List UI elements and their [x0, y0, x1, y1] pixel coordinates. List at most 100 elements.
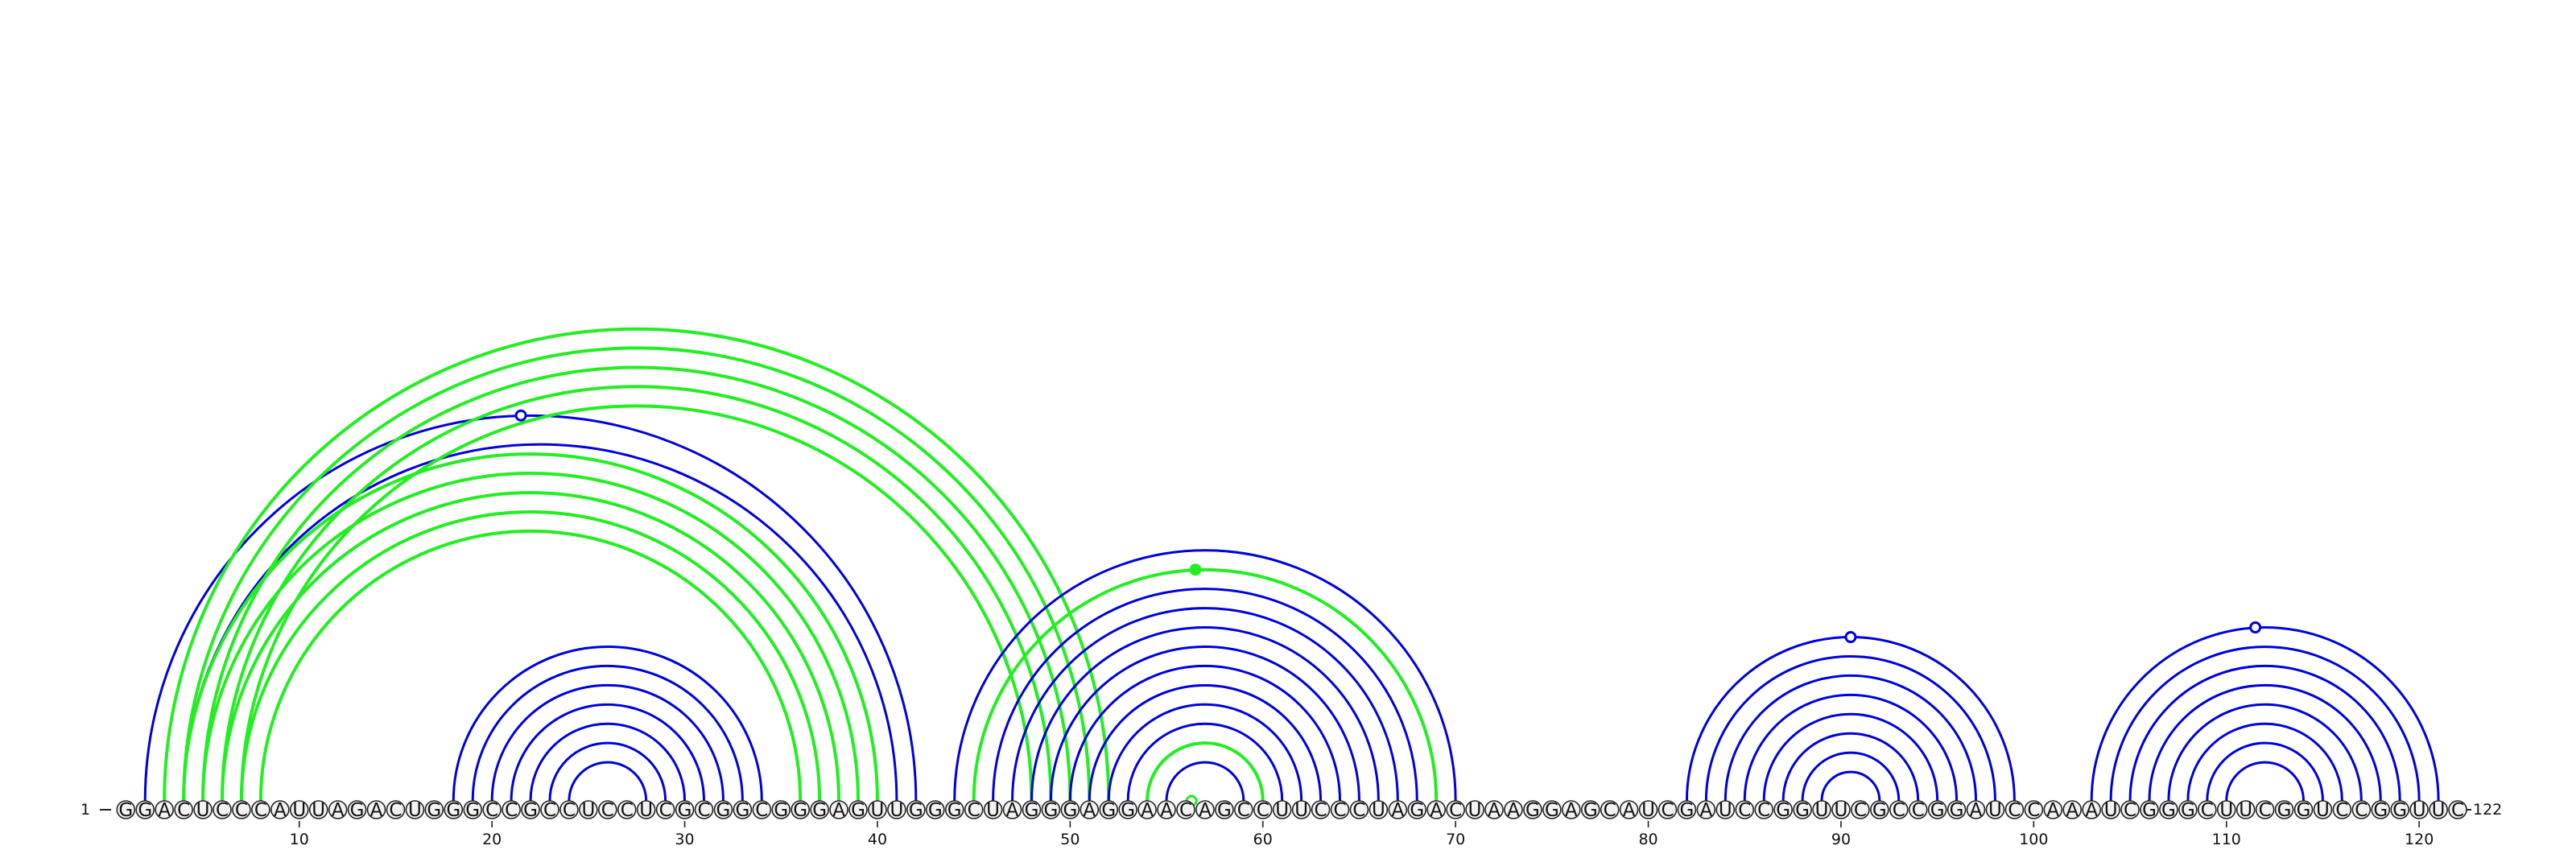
- predicted-pair-arc: [529, 722, 687, 802]
- nucleotide-letter: U: [1988, 800, 2002, 821]
- nucleotide-circle: [1330, 800, 1350, 819]
- nucleotide-letter: U: [986, 800, 1000, 821]
- nucleotide-circle: [2216, 800, 2236, 819]
- nucleotide-letter: G: [1217, 800, 1232, 821]
- nucleotide-circle: [1388, 800, 1408, 819]
- nucleotide-circle: [1851, 800, 1870, 819]
- nucleotide-letter: G: [138, 800, 152, 821]
- nucleotide-letter: C: [968, 800, 980, 821]
- nucleotide-circle: [868, 800, 887, 819]
- nucleotide-letter: G: [1044, 800, 1059, 821]
- nucleotide-circle: [2313, 800, 2333, 819]
- nucleotide-letter: A: [1391, 800, 1404, 821]
- nucleotide-letter: C: [389, 800, 402, 821]
- nucleotide-letter: A: [1507, 800, 1520, 821]
- nucleotide-circle: [1137, 800, 1157, 819]
- nucleotide-letter: G: [523, 800, 538, 821]
- nucleotide-circle: [2082, 800, 2101, 819]
- nucleotide-letter: C: [2008, 800, 2021, 821]
- nucleotide-letter: G: [2373, 800, 2388, 821]
- nucleotide-circle: [116, 800, 136, 819]
- nucleotide-letter: G: [1680, 800, 1695, 821]
- nucleotide-circle: [1349, 800, 1369, 819]
- nucleotide-circle: [2159, 800, 2178, 819]
- predicted-pair-arc: [2225, 761, 2306, 802]
- predicted-pair-arc: [1088, 683, 1323, 802]
- position-tick-label: 10: [290, 831, 309, 848]
- nucleotide-circle: [1696, 800, 1716, 819]
- nucleotide-letter: C: [1854, 800, 1867, 821]
- nucleotide-circle: [405, 800, 425, 819]
- position-tick-label: 70: [1446, 831, 1465, 848]
- nucleotide-letter: U: [581, 800, 595, 821]
- predicted-pair-marker: [514, 409, 527, 422]
- reference-pair-arc: [239, 404, 1034, 802]
- nucleotide-circle: [463, 800, 483, 819]
- position-tick-label: 120: [2405, 831, 2434, 848]
- nucleotide-letter: G: [1776, 800, 1790, 821]
- nucleotide-circle: [1465, 800, 1484, 819]
- nucleotide-letter: G: [1025, 800, 1039, 821]
- nucleotide-circle: [424, 800, 444, 819]
- predicted-pair-marker: [1844, 631, 1857, 644]
- nucleotide-letter: U: [312, 800, 325, 821]
- nucleotide-circle: [1176, 800, 1195, 819]
- nucleotide-letter: G: [678, 800, 692, 821]
- position-tick-label: 80: [1638, 831, 1657, 848]
- nucleotide-circle: [1773, 800, 1793, 819]
- nucleotide-circle: [193, 800, 213, 819]
- nucleotide-letter: A: [2066, 800, 2079, 821]
- nucleotide-circle: [925, 800, 945, 819]
- nucleotide-letter: G: [2142, 800, 2157, 821]
- position-tick-label: 30: [675, 831, 694, 848]
- nucleotide-letter: U: [2413, 800, 2426, 821]
- nucleotide-circle: [636, 800, 656, 819]
- nucleotide-circle: [366, 800, 386, 819]
- predicted-pair-arc: [1165, 761, 1245, 802]
- nucleotide-letter: A: [1623, 800, 1636, 821]
- nucleotide-circle: [1022, 800, 1042, 819]
- nucleotide-letter: G: [350, 800, 365, 821]
- nucleotide-circle: [1311, 800, 1331, 819]
- nucleotide-circle: [848, 800, 868, 819]
- nucleotide-letter: G: [1872, 800, 1887, 821]
- nucleotide-circle: [713, 800, 733, 819]
- nucleotide-circle: [540, 800, 559, 819]
- nucleotide-circle: [1754, 800, 1773, 819]
- predicted-pair-arc: [548, 741, 667, 802]
- nucleotide-circle: [944, 800, 964, 819]
- nucleotide-circle: [213, 800, 232, 819]
- predicted-pair-arc: [1704, 655, 1996, 802]
- nucleotide-letter: U: [2219, 800, 2233, 821]
- predicted-pair-arc: [1107, 703, 1303, 802]
- nucleotide-letter: G: [947, 800, 962, 821]
- nucleotide-letter: G: [812, 800, 827, 821]
- nucleotide-circle: [791, 800, 811, 819]
- nucleotide-letter: C: [601, 800, 614, 821]
- predicted-pair-arc: [1743, 693, 1959, 802]
- nucleotide-circle: [1099, 800, 1119, 819]
- nucleotide-circle: [1966, 800, 1986, 819]
- nucleotide-circle: [906, 800, 926, 819]
- nucleotide-letter: C: [235, 800, 248, 821]
- nucleotide-letter: C: [2027, 800, 2040, 821]
- predicted-pair-arc: [2206, 741, 2324, 802]
- nucleotide-circle: [2101, 800, 2120, 819]
- nucleotide-circle: [771, 800, 791, 819]
- nucleotide-circle: [174, 800, 193, 819]
- nucleotide-circle: [1002, 800, 1022, 819]
- nucleotide-letter: G: [928, 800, 943, 821]
- nucleotide-circle: [1426, 800, 1447, 819]
- nucleotide-letter: A: [370, 800, 383, 821]
- nucleotide-letter: A: [1083, 800, 1096, 821]
- nucleotide-circle: [964, 800, 984, 819]
- nucleotide-letter: U: [890, 800, 903, 821]
- nucleotide-letter: U: [1275, 800, 1289, 821]
- nucleotide-letter: G: [1410, 800, 1424, 821]
- nucleotide-letter: G: [1795, 800, 1810, 821]
- nucleotide-letter: G: [1545, 800, 1559, 821]
- nucleotide-circle: [155, 800, 174, 819]
- nucleotide-circle: [1060, 800, 1080, 819]
- position-tick-label: 50: [1060, 831, 1080, 848]
- nucleotide-circle: [1946, 800, 1967, 819]
